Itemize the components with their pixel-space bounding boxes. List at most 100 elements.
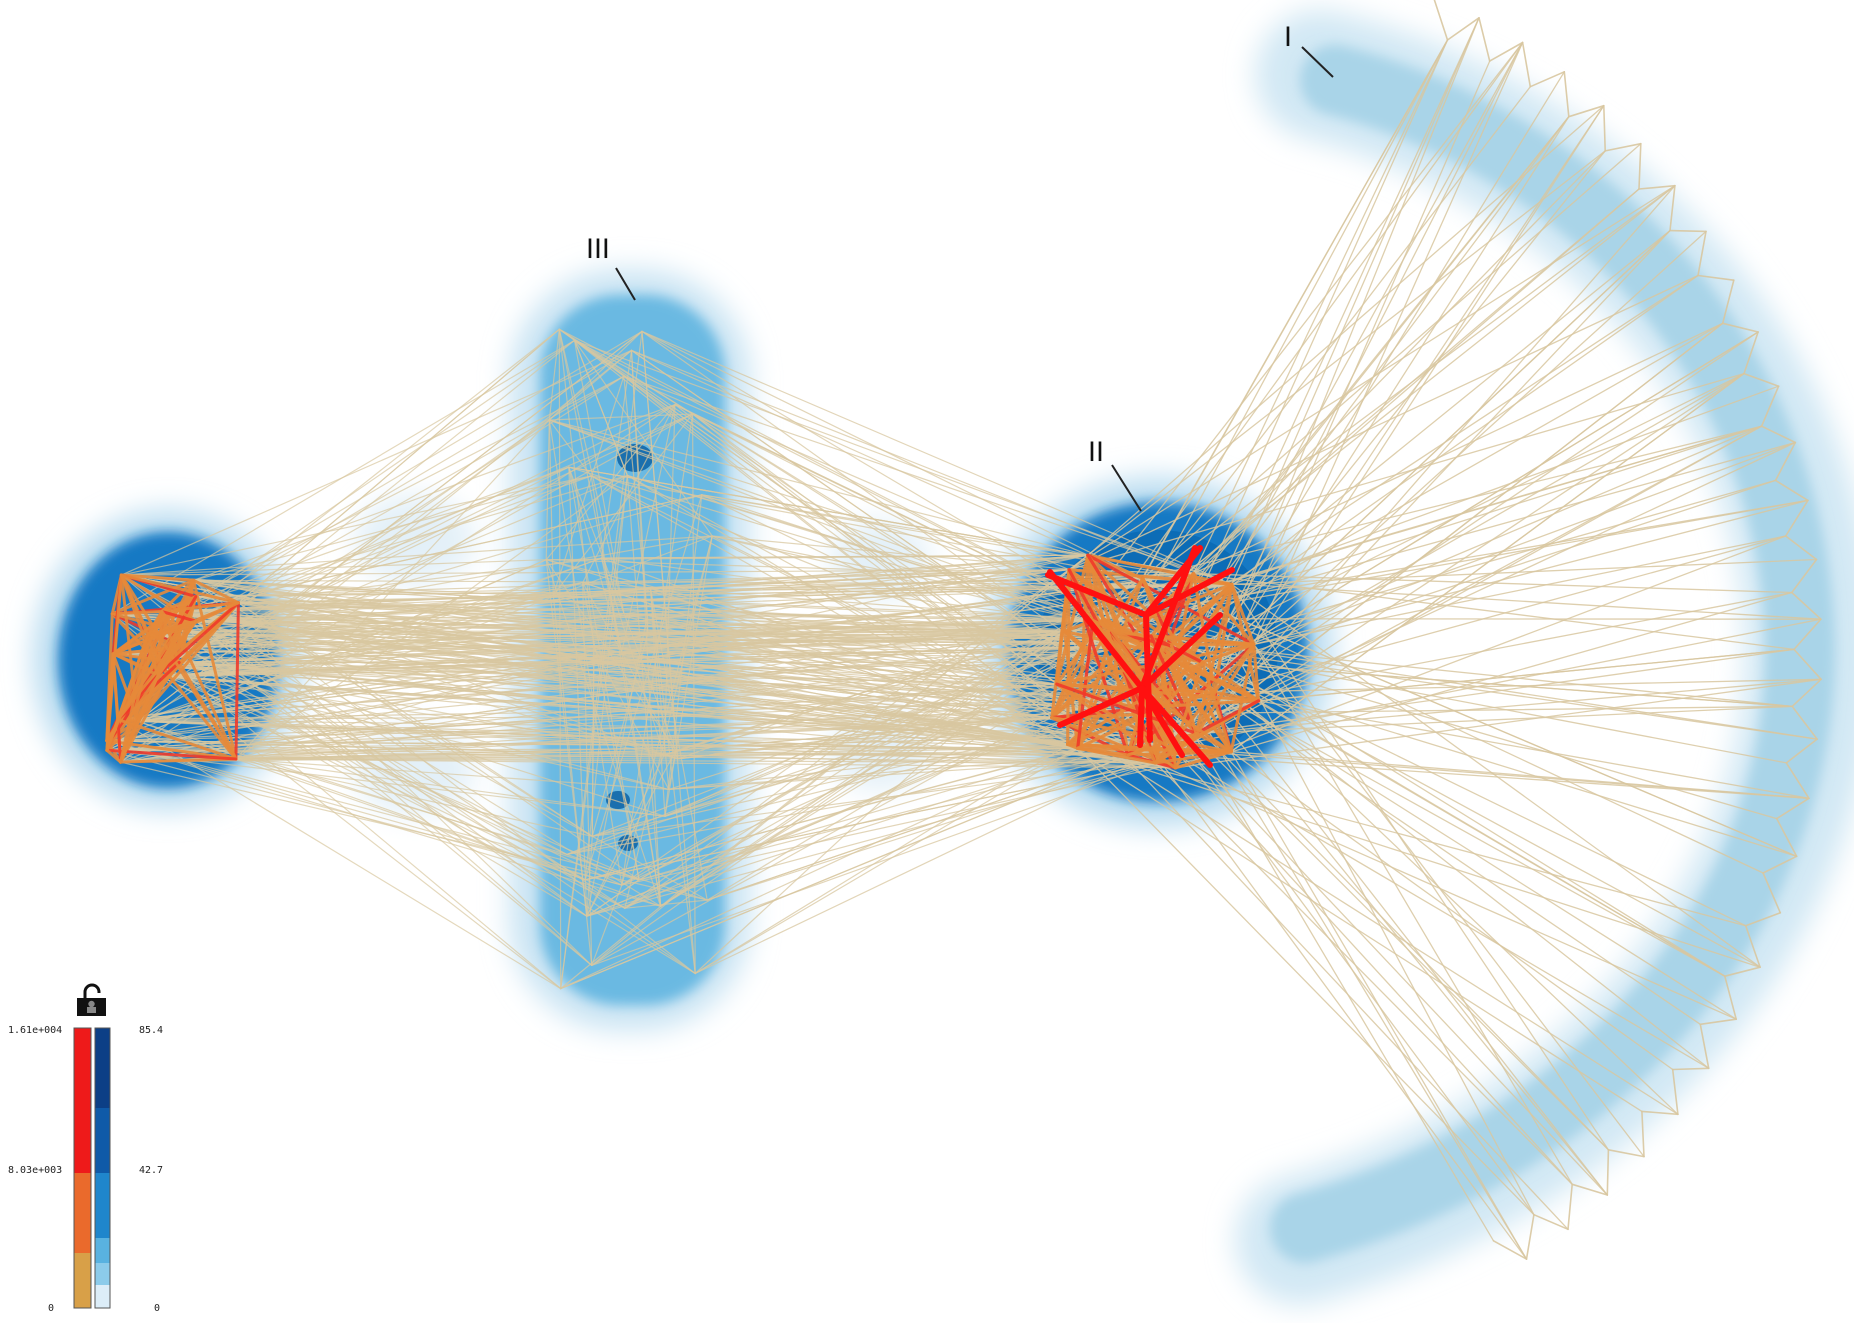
edge xyxy=(157,674,586,881)
edge xyxy=(623,375,1233,586)
edge xyxy=(582,581,623,653)
edge xyxy=(120,559,547,576)
edge xyxy=(119,761,708,901)
edge xyxy=(706,732,1197,901)
edge xyxy=(237,328,560,604)
edge xyxy=(119,629,179,764)
edge xyxy=(1253,535,1787,646)
edge xyxy=(182,646,586,881)
edge xyxy=(1192,39,1449,575)
edge xyxy=(621,569,1070,886)
edge xyxy=(566,853,640,881)
edge xyxy=(106,559,547,751)
edge xyxy=(160,665,588,917)
edge xyxy=(1143,545,1203,618)
edge xyxy=(117,718,562,990)
edge xyxy=(1149,634,1256,647)
edge xyxy=(1784,499,1809,537)
edge xyxy=(548,328,560,421)
edge xyxy=(593,646,670,791)
edge xyxy=(1110,86,1531,633)
edge xyxy=(600,349,633,559)
edge xyxy=(649,587,670,791)
edge xyxy=(1521,41,1532,88)
edge xyxy=(584,494,703,881)
edge-scale-max: 1.61e+004 xyxy=(8,1025,63,1036)
edge xyxy=(624,535,713,909)
edge xyxy=(573,339,713,537)
edge xyxy=(649,569,1070,589)
edge xyxy=(1743,372,1780,388)
edge xyxy=(1077,331,1759,749)
edge xyxy=(1163,372,1745,707)
edge xyxy=(136,601,240,723)
edge xyxy=(560,754,1129,990)
edge xyxy=(1143,612,1153,743)
edge xyxy=(175,629,238,761)
edge xyxy=(160,413,694,667)
edge xyxy=(168,676,670,791)
edge xyxy=(659,631,1113,907)
edge xyxy=(105,652,115,752)
edge xyxy=(157,674,562,990)
edge xyxy=(623,613,1104,620)
edge xyxy=(1433,0,1449,41)
edge xyxy=(160,601,240,613)
edge xyxy=(623,375,1129,756)
edge xyxy=(584,747,1079,881)
edge xyxy=(178,661,1053,719)
edge xyxy=(582,569,1070,584)
edge xyxy=(668,743,1069,791)
edge xyxy=(573,339,1053,719)
density-scale-min: 0 xyxy=(154,1303,161,1314)
edge xyxy=(1760,425,1797,444)
edge xyxy=(593,646,1079,749)
edge xyxy=(548,330,643,421)
edge xyxy=(156,601,240,677)
edge xyxy=(1127,230,1707,756)
edge xyxy=(1793,618,1822,651)
edge xyxy=(1162,660,1204,708)
edge xyxy=(1055,682,1178,770)
edge xyxy=(586,614,649,917)
edge xyxy=(548,419,592,477)
edge xyxy=(1137,685,1145,748)
edge xyxy=(1064,41,1524,633)
edge xyxy=(558,328,623,653)
edge xyxy=(545,559,1144,580)
edge xyxy=(558,328,625,377)
edge xyxy=(1139,685,1213,768)
edge xyxy=(545,404,676,561)
edge xyxy=(1252,642,1261,703)
edge xyxy=(1488,41,1524,62)
edge xyxy=(1142,425,1763,580)
edge xyxy=(156,610,164,677)
edge xyxy=(1774,479,1809,502)
edge xyxy=(566,631,1113,856)
edge xyxy=(1170,644,1710,1069)
edge xyxy=(675,749,1157,764)
edge xyxy=(105,748,123,764)
edge xyxy=(593,633,649,648)
edge-scale-min: 0 xyxy=(48,1303,55,1314)
edge xyxy=(160,665,568,856)
edge xyxy=(663,404,676,756)
unlocked-padlock-icon[interactable] xyxy=(75,983,108,1017)
edge xyxy=(111,633,150,656)
edge xyxy=(624,577,1144,909)
edge xyxy=(1154,116,1570,764)
edge xyxy=(147,349,633,636)
edge xyxy=(1163,229,1671,707)
edge xyxy=(1087,150,1606,556)
edge xyxy=(548,419,1255,646)
edge xyxy=(545,559,588,917)
edge xyxy=(1047,569,1145,691)
edge xyxy=(1150,635,1761,968)
edge xyxy=(590,475,1144,580)
edge xyxy=(1154,425,1763,764)
edge xyxy=(552,375,625,596)
edge xyxy=(1139,612,1223,691)
edge xyxy=(630,349,649,635)
edge xyxy=(621,404,676,653)
edge xyxy=(106,683,1058,751)
